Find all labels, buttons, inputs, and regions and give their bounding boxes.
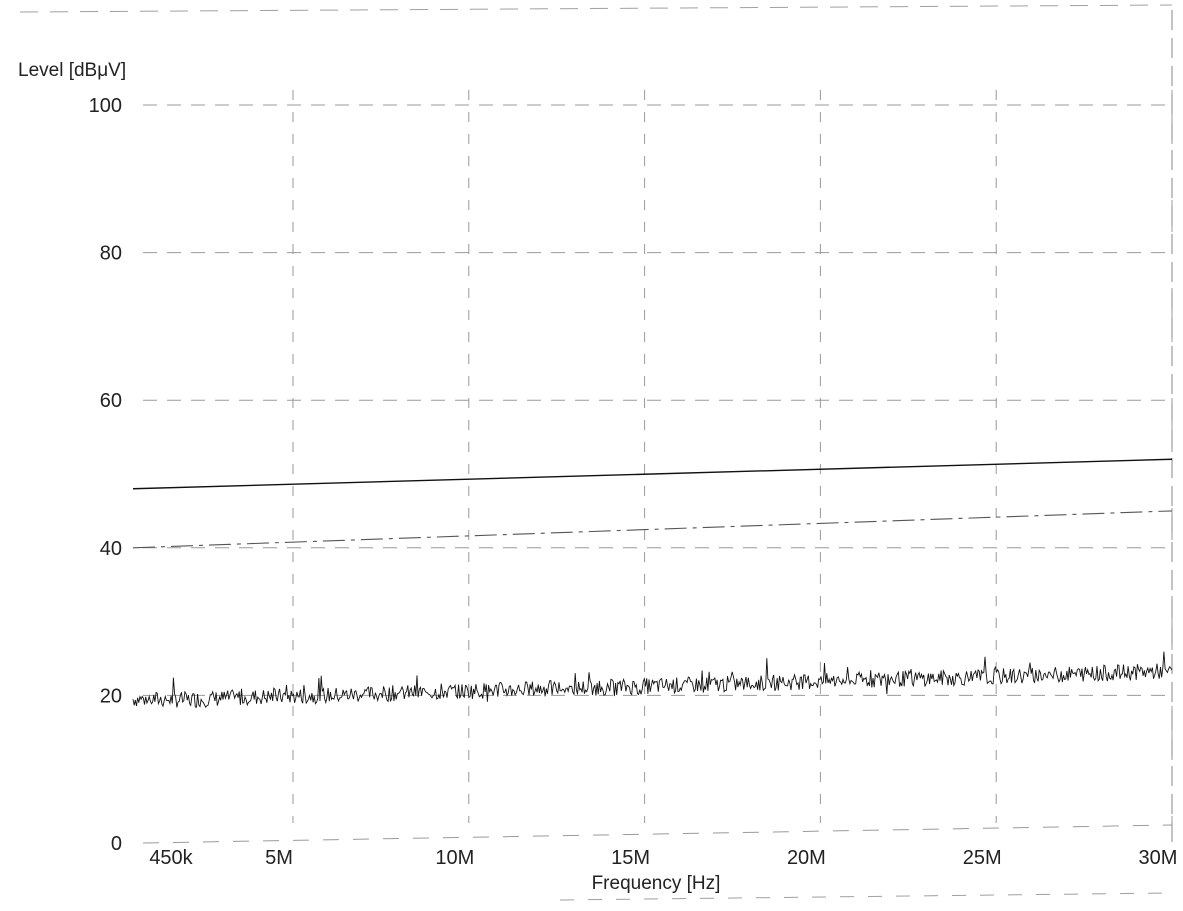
y-tick-label: 60 <box>100 390 122 412</box>
grid <box>19 4 1173 901</box>
x-tick-label: 20M <box>787 847 826 869</box>
bottom-frame-line <box>559 892 1173 901</box>
x-tick-label: 5M <box>265 847 293 869</box>
y-axis-label: Level [dBμV] <box>18 60 126 81</box>
x-tick-label: 15M <box>611 847 650 869</box>
y-tick-label: 0 <box>111 833 122 855</box>
x-tick-label: 10M <box>435 847 474 869</box>
y-tick-label: 40 <box>100 538 122 560</box>
x-axis-line <box>142 824 1173 844</box>
x-axis-label: Frequency [Hz] <box>592 873 721 894</box>
y-tick-label: 80 <box>100 243 122 265</box>
y-tick-label: 20 <box>100 685 122 707</box>
top-frame-line <box>19 4 1173 13</box>
x-tick-label: 450k <box>149 847 193 869</box>
y-tick-labels: 100 80 60 40 20 0 <box>89 95 122 855</box>
x-tick-label: 25M <box>963 847 1002 869</box>
measured-emission-trace <box>132 651 1173 709</box>
y-tick-label: 100 <box>89 95 122 117</box>
limit-line-average <box>132 510 1173 549</box>
x-tick-labels: 450k 5M 10M 15M 20M 25M 30M <box>149 847 1177 869</box>
limit-line-quasi-peak <box>132 458 1173 490</box>
x-tick-label: 30M <box>1139 847 1178 869</box>
series-group <box>132 458 1173 709</box>
